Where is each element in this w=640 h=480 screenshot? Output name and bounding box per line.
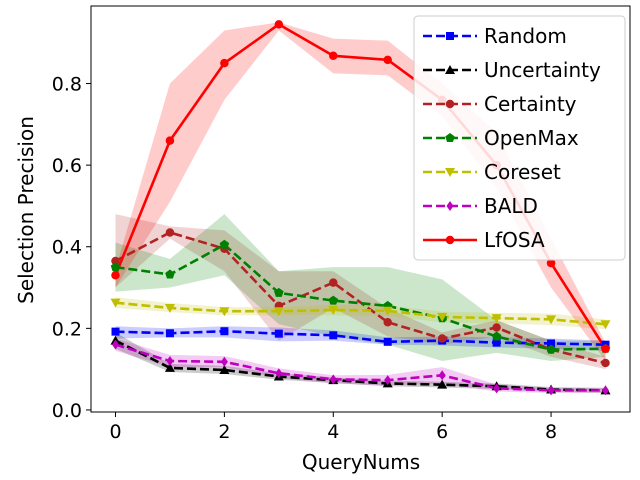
random-line xyxy=(115,329,606,346)
openmax-point xyxy=(546,344,556,354)
coreset-line xyxy=(115,301,606,326)
certainty-point xyxy=(492,323,501,332)
lfosa-point xyxy=(274,20,284,29)
openmax-point xyxy=(274,287,284,297)
bald-point xyxy=(547,385,555,396)
bald-point xyxy=(220,356,228,367)
lfosa-point xyxy=(329,51,338,61)
bald-point xyxy=(112,339,119,350)
coreset-point xyxy=(437,312,448,322)
coreset-point xyxy=(219,307,230,317)
legend: Random Uncertainty Certainty OpenMax Coreset… xyxy=(413,15,626,261)
uncertainty-point xyxy=(164,362,175,372)
coreset-point xyxy=(382,306,393,316)
coreset-band xyxy=(115,297,606,330)
x-tick-label: 8 xyxy=(545,421,557,443)
lfosa-point xyxy=(601,344,610,354)
openmax-point xyxy=(491,331,502,341)
random-point xyxy=(220,327,229,336)
certainty-point xyxy=(165,228,175,237)
coreset-point xyxy=(600,320,611,330)
legend-marker-bald xyxy=(446,201,454,211)
bald-point xyxy=(384,375,392,386)
coreset-point xyxy=(491,314,502,324)
openmax-point xyxy=(110,262,121,272)
y-tick-label: 0.2 xyxy=(52,318,82,340)
lfosa-point xyxy=(165,136,175,145)
bald-point xyxy=(329,374,337,385)
openmax-point xyxy=(219,239,230,249)
coreset-point xyxy=(164,303,175,313)
series-markers xyxy=(110,20,611,396)
x-tick-label: 4 xyxy=(327,421,339,443)
lfosa-point xyxy=(383,55,392,65)
y-tick-label: 0.8 xyxy=(52,74,82,96)
legend-label-certainty: Certainty xyxy=(484,92,577,116)
y-axis-label: Selection Precision xyxy=(14,116,38,304)
y-tick-label: 0.4 xyxy=(52,237,82,259)
lfosa-point xyxy=(546,258,556,268)
legend-label-lfosa: LfOSA xyxy=(484,228,545,252)
legend-marker-certainty xyxy=(445,99,455,109)
random-point xyxy=(111,327,120,336)
random-point xyxy=(547,339,556,348)
bald-point xyxy=(275,368,283,379)
x-tick-label: 2 xyxy=(218,421,230,443)
certainty-point xyxy=(111,256,120,266)
y-axis-ticks: 0.0 0.2 0.4 0.6 0.8 xyxy=(52,74,91,422)
bald-point xyxy=(602,385,609,396)
x-tick-label: 0 xyxy=(109,421,121,443)
legend-marker-uncertainty xyxy=(445,65,455,74)
legend-label-random: Random xyxy=(484,24,567,48)
legend-label-uncertainty: Uncertainty xyxy=(484,58,601,82)
x-axis-ticks: 0 2 4 6 8 xyxy=(109,412,557,443)
openmax-line xyxy=(115,243,606,351)
y-tick-label: 0.0 xyxy=(52,400,82,422)
openmax-point xyxy=(328,295,339,305)
uncertainty-line xyxy=(114,339,606,392)
random-point xyxy=(165,329,174,338)
legend-label-bald: BALD xyxy=(484,194,538,218)
coreset-point xyxy=(328,305,339,315)
bald-point xyxy=(493,383,501,394)
legend-marker-random xyxy=(446,32,454,40)
certainty-point xyxy=(329,278,338,287)
openmax-point xyxy=(165,269,175,279)
random-point xyxy=(274,329,283,338)
lfosa-point xyxy=(111,271,120,280)
legend-box xyxy=(413,15,626,261)
certainty-point xyxy=(383,317,392,327)
certainty-point xyxy=(601,358,610,368)
y-tick-label: 0.6 xyxy=(52,155,82,177)
uncertainty-point xyxy=(219,364,230,374)
random-point xyxy=(492,338,501,347)
bald-line xyxy=(115,343,606,392)
uncertainty-point xyxy=(437,379,448,389)
legend-label-coreset: Coreset xyxy=(484,160,561,184)
coreset-point xyxy=(273,307,284,317)
openmax-band xyxy=(115,214,606,361)
bald-point xyxy=(438,370,446,381)
legend-marker-lfosa xyxy=(445,235,455,245)
plot-frame xyxy=(90,5,631,413)
random-point xyxy=(329,331,338,340)
certainty-line xyxy=(114,231,606,365)
coreset-point xyxy=(546,315,557,325)
legend-marker-openmax xyxy=(445,133,455,143)
certainty-point xyxy=(437,334,447,343)
legend-marker-coreset xyxy=(445,168,455,177)
x-axis-label: QueryNums xyxy=(302,450,420,474)
legend-label-openmax: OpenMax xyxy=(484,126,579,150)
lfosa-point xyxy=(220,58,229,68)
x-tick-label: 6 xyxy=(436,421,448,443)
bald-point xyxy=(166,355,174,366)
coreset-point xyxy=(110,298,121,308)
random-point xyxy=(383,337,392,346)
